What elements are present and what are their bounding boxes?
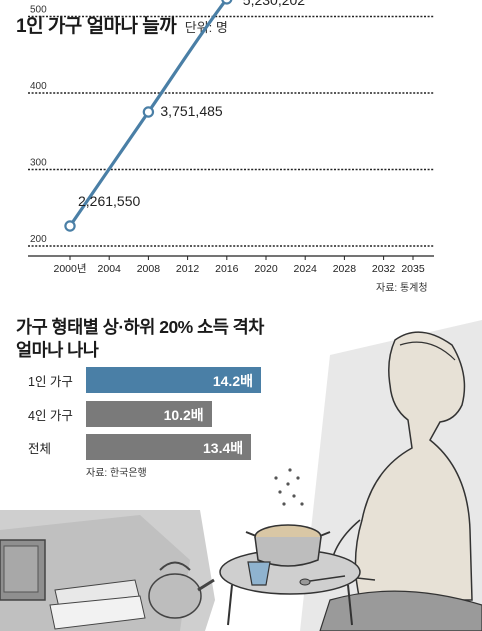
x-tick-label: 2000년	[53, 263, 86, 275]
x-tick-label: 2024	[294, 263, 318, 275]
person-icon	[319, 331, 482, 631]
kettle-icon	[148, 561, 215, 619]
data-label: 5,230,202	[243, 0, 305, 8]
tv-icon	[0, 539, 46, 601]
bar-chart-title: 가구 형태별 상·하위 20% 소득 격차 얼마나 나나	[16, 316, 264, 362]
bar-chart-source: 자료: 한국은행	[86, 468, 147, 479]
line-chart-source: 자료: 통계청	[376, 283, 428, 294]
y-tick-label: 200	[30, 234, 47, 245]
bar-value-label: 10.2배	[163, 407, 204, 423]
bar-mark: 14.2배	[86, 367, 261, 393]
series-line	[68, 0, 228, 228]
line-chart: 200300400500600700(백만)2000년2004200820122…	[28, 0, 434, 275]
bar-mark: 10.2배	[86, 401, 212, 427]
data-point	[64, 220, 76, 232]
bar-category-label: 1인 가구	[28, 375, 73, 389]
books-icon	[49, 579, 146, 630]
bar-chart-title-line2: 얼마나 나나	[16, 340, 99, 360]
y-tick-label: 400	[30, 81, 47, 92]
x-tick-label: 2008	[137, 263, 161, 275]
steam-icon	[274, 468, 304, 506]
bar-value-label: 14.2배	[212, 373, 253, 389]
x-tick-label: 2035	[401, 263, 425, 275]
x-tick-label: 2016	[215, 263, 239, 275]
x-tick-label: 2032	[372, 263, 396, 275]
bar-category-label: 4인 가구	[28, 409, 73, 423]
bar-chart-title-line1: 가구 형태별 상·하위 20% 소득 격차	[16, 317, 264, 337]
x-tick-label: 2004	[98, 263, 122, 275]
bar-value-label: 13.4배	[203, 440, 244, 456]
data-label: 2,261,550	[78, 193, 140, 209]
x-tick-label: 2012	[176, 263, 200, 275]
spoon-icon	[299, 575, 346, 586]
x-tick-label: 2028	[333, 263, 357, 275]
bar-category-label: 전체	[28, 442, 52, 456]
pot-icon	[245, 524, 331, 567]
data-label: 3,751,485	[160, 103, 222, 119]
cup-icon	[247, 561, 271, 586]
y-tick-label: 300	[30, 158, 47, 169]
chart-title-text: 1인 가구 얼마나 늘까	[16, 16, 177, 37]
bar-mark: 13.4배	[86, 434, 252, 460]
data-point	[221, 0, 233, 5]
x-tick-label: 2020	[254, 263, 278, 275]
data-point	[142, 106, 155, 118]
y-tick-label: 500	[30, 5, 47, 16]
